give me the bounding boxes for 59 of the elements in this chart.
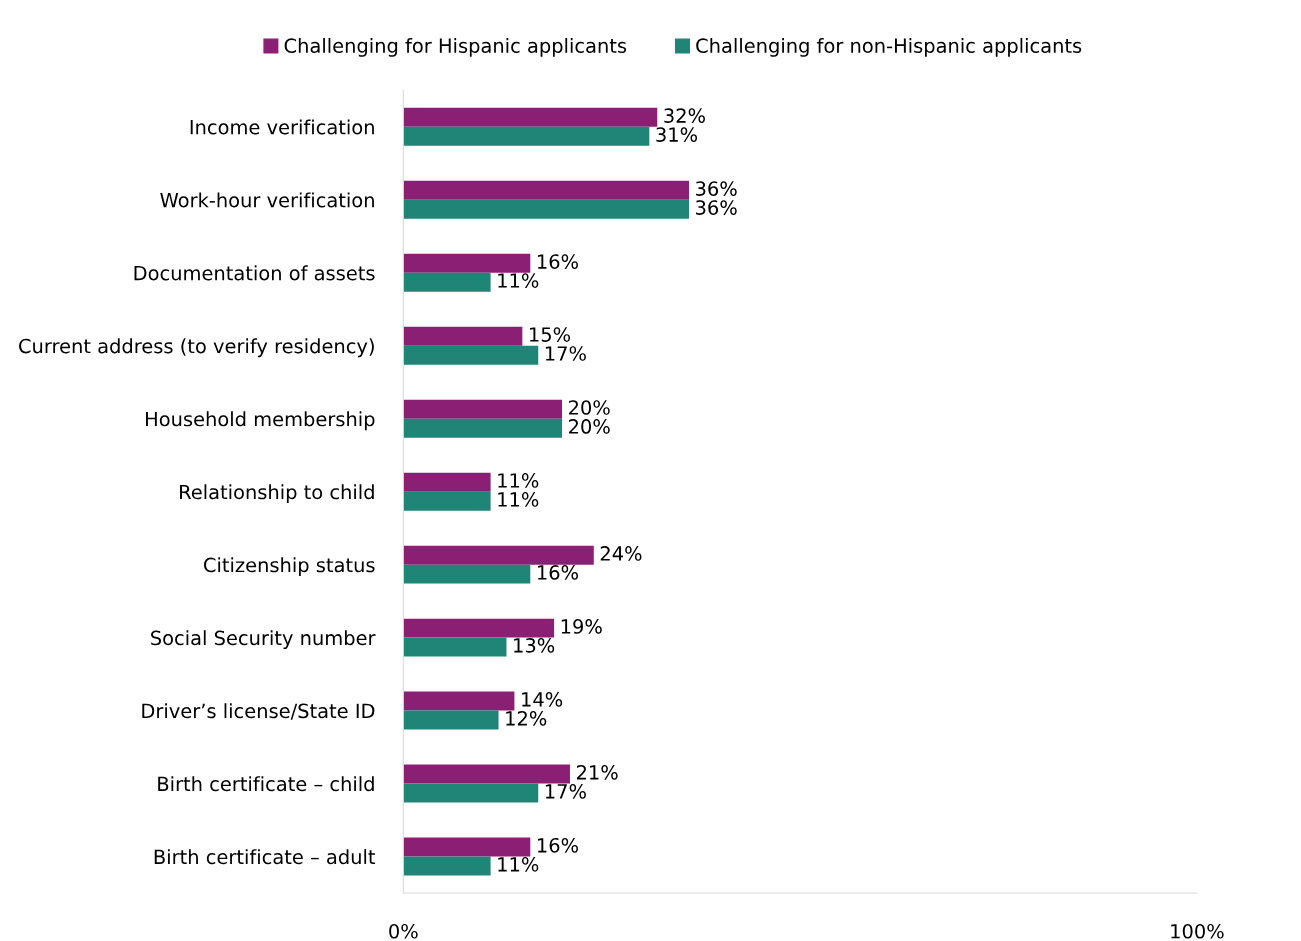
bar [403,180,690,200]
bar [403,764,570,784]
bar [403,691,515,711]
bar [403,107,658,127]
data-label: 14% [522,692,563,707]
y-tick-label: Work-hour verification [160,192,374,208]
data-label: 17% [545,346,586,361]
bar [403,837,531,857]
x-tick-label: 100% [1171,923,1224,939]
data-label: 16% [537,565,578,580]
y-tick-label: Citizenship status [204,557,375,577]
data-label: 15% [530,327,571,342]
legend-label: Challenging for non-Hispanic applicants [696,37,1082,57]
bar [403,126,650,146]
bar [403,326,523,346]
y-tick-label: Birth certificate – adult [154,849,376,865]
y-tick-label: Documentation of assets [134,265,375,281]
bar [403,491,491,511]
y-tick-label: Social Security number [151,630,376,650]
data-label: 11% [498,273,539,288]
data-label: 11% [498,856,539,872]
data-label: 12% [506,711,547,726]
y-tick-label: Household membership [146,411,375,431]
data-label: 19% [561,619,602,634]
bar [403,856,491,876]
bar [403,618,555,638]
data-label: 36% [696,181,737,196]
data-label: 36% [696,200,737,215]
y-tick-label: Income verification [190,119,374,135]
data-label: 16% [537,837,578,853]
legend-label: Challenging for Hispanic applicants [284,37,627,57]
data-label: 16% [537,254,578,269]
bar [403,564,531,584]
data-label: 20% [569,400,610,415]
data-label: 13% [514,638,555,653]
y-tick-label: Birth certificate – child [158,776,374,792]
bar [403,345,539,365]
y-tick-label: Relationship to child [180,484,374,504]
y-tick-label: Current address (to verify residency) [19,338,374,358]
bar [403,253,531,273]
bar [403,637,507,657]
bar [403,399,563,419]
bar [403,545,594,565]
y-tick-label: Driver’s license/State ID [142,703,375,720]
data-label: 32% [664,108,705,123]
bar [403,783,539,803]
bar [403,710,499,730]
data-label: 11% [498,492,539,507]
data-label: 11% [498,473,539,488]
data-label: 24% [600,546,642,561]
bar [403,472,491,492]
bar [403,199,690,219]
data-label: 21% [576,765,618,780]
bar [403,418,563,438]
data-label: 17% [545,783,586,799]
x-tick-label: 0% [389,923,418,939]
data-label: 31% [656,127,698,142]
data-label: 20% [569,419,610,434]
bar [403,272,491,292]
